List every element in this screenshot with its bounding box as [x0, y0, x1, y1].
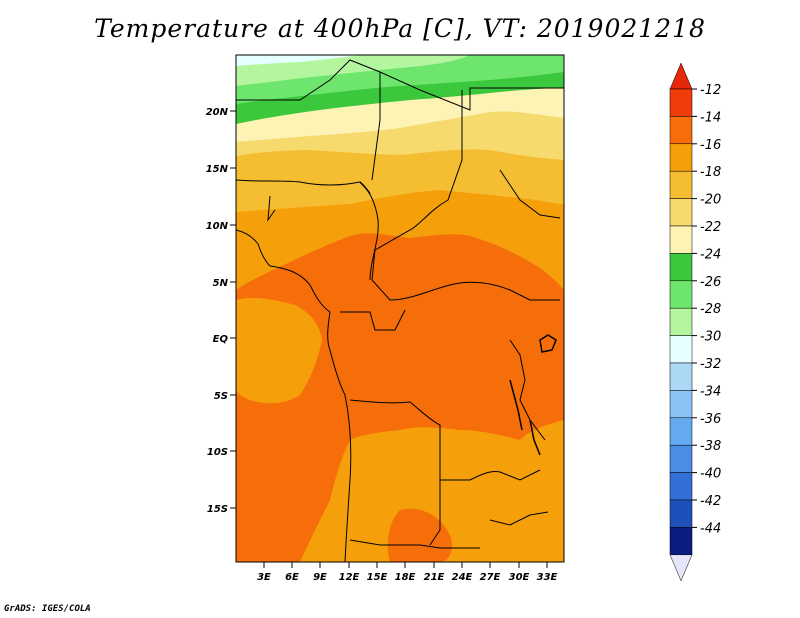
colorbar-swatch — [669, 198, 693, 227]
lon-label: 9E — [313, 572, 327, 583]
colorbar-label: -22 — [700, 220, 721, 235]
colorbar-swatch — [669, 253, 693, 282]
lat-label: 15S — [207, 504, 228, 515]
colorbar-swatch — [669, 307, 693, 336]
border-east-lakes — [509, 339, 546, 441]
lon-label: 27E — [480, 572, 501, 583]
colorbar: -12 -14 -16 -18 -20 -22 -24 -26 -28 -30 -32 -34 -36 -… — [669, 62, 721, 582]
lon-label: 12E — [339, 572, 360, 583]
lon-label: 30E — [509, 572, 530, 583]
lat-label: 10S — [207, 447, 228, 458]
colorbar-swatch — [669, 88, 693, 117]
longitude-axis: 3E 6E 9E 12E 15E 18E 21E 24E 27E 30E 33E — [257, 562, 558, 583]
lon-label: 21E — [424, 572, 445, 583]
colorbar-swatch — [669, 499, 693, 528]
border-nigeria — [236, 179, 379, 281]
colorbar-swatch — [669, 170, 693, 199]
grads-credit: GrADS: IGES/COLA — [4, 604, 91, 614]
lat-label: 5N — [213, 278, 229, 289]
colorbar-label: -42 — [700, 494, 721, 509]
colorbar-swatch — [669, 335, 693, 364]
colorbar-swatch — [669, 280, 693, 309]
colorbar-bottom-cap — [669, 554, 693, 582]
band-minus16-west — [236, 297, 322, 404]
colorbar-swatch — [669, 116, 693, 145]
coastline-west — [236, 229, 331, 313]
colorbar-label: -20 — [700, 193, 721, 208]
colorbar-label: -28 — [700, 302, 721, 317]
colorbar-swatch — [669, 225, 693, 254]
lat-label: EQ — [213, 334, 229, 345]
border-chad-sudan — [371, 90, 463, 281]
colorbar-label: -26 — [700, 275, 721, 290]
border-namibia — [349, 539, 480, 549]
coastline-southwest — [327, 311, 352, 562]
band-minus14-south — [387, 508, 452, 562]
border-benin — [267, 195, 276, 222]
colorbar-label: -34 — [700, 384, 721, 399]
lat-label: 5S — [214, 391, 228, 402]
colorbar-swatch — [669, 143, 693, 172]
colorbar-label: -18 — [700, 165, 721, 180]
lat-label: 15N — [206, 164, 229, 175]
colorbar-label: -14 — [700, 110, 721, 125]
lon-label: 3E — [257, 572, 271, 583]
band-minus28 — [236, 55, 470, 86]
colorbar-swatch — [669, 444, 693, 473]
border-drc-angola — [349, 399, 441, 546]
band-minus14-main — [236, 233, 564, 562]
temperature-field — [236, 55, 564, 562]
lake-malawi — [529, 419, 541, 456]
lon-label: 18E — [395, 572, 416, 583]
border-zambia — [440, 469, 541, 481]
colorbar-label: -32 — [700, 357, 721, 372]
lon-label: 33E — [537, 572, 558, 583]
band-minus30 — [236, 55, 360, 66]
colorbar-top-cap — [669, 62, 693, 90]
lat-label: 10N — [206, 221, 229, 232]
colorbar-label: -16 — [700, 138, 721, 153]
colorbar-label: -30 — [700, 330, 721, 345]
colorbar-label: -24 — [700, 247, 721, 262]
colorbar-label: -40 — [700, 467, 721, 482]
lake-victoria — [539, 334, 557, 353]
band-minus16-south — [350, 430, 564, 562]
border-congo — [340, 309, 406, 331]
latitude-axis: 20N 15N 10N 5N EQ 5S 10S 15S — [206, 107, 236, 515]
lon-label: 15E — [367, 572, 388, 583]
border-car — [371, 279, 560, 301]
colorbar-label: -38 — [700, 439, 721, 454]
lakes — [359, 181, 557, 456]
lake-tanganyika — [509, 379, 523, 431]
country-borders — [236, 59, 564, 562]
border-mozambique — [489, 511, 549, 526]
border-niger-chad — [371, 72, 381, 181]
colorbar-swatch — [669, 417, 693, 446]
map-title: Temperature at 400hPa [C], VT: 201902121… — [94, 14, 706, 43]
map-frame — [235, 54, 565, 563]
colorbar-swatch — [669, 527, 693, 556]
colorbar-label: -12 — [700, 83, 721, 98]
lat-label: 20N — [206, 107, 229, 118]
colorbar-swatch — [669, 472, 693, 501]
colorbar-label: -44 — [700, 521, 721, 536]
colorbar-swatch — [669, 362, 693, 391]
lon-label: 6E — [285, 572, 299, 583]
lake-chad — [359, 181, 371, 195]
lon-label: 24E — [452, 572, 473, 583]
band-minus14-strip — [300, 236, 355, 270]
border-sudan-ethiopia — [499, 169, 561, 219]
colorbar-label: -36 — [700, 412, 721, 427]
colorbar-swatch — [669, 390, 693, 419]
